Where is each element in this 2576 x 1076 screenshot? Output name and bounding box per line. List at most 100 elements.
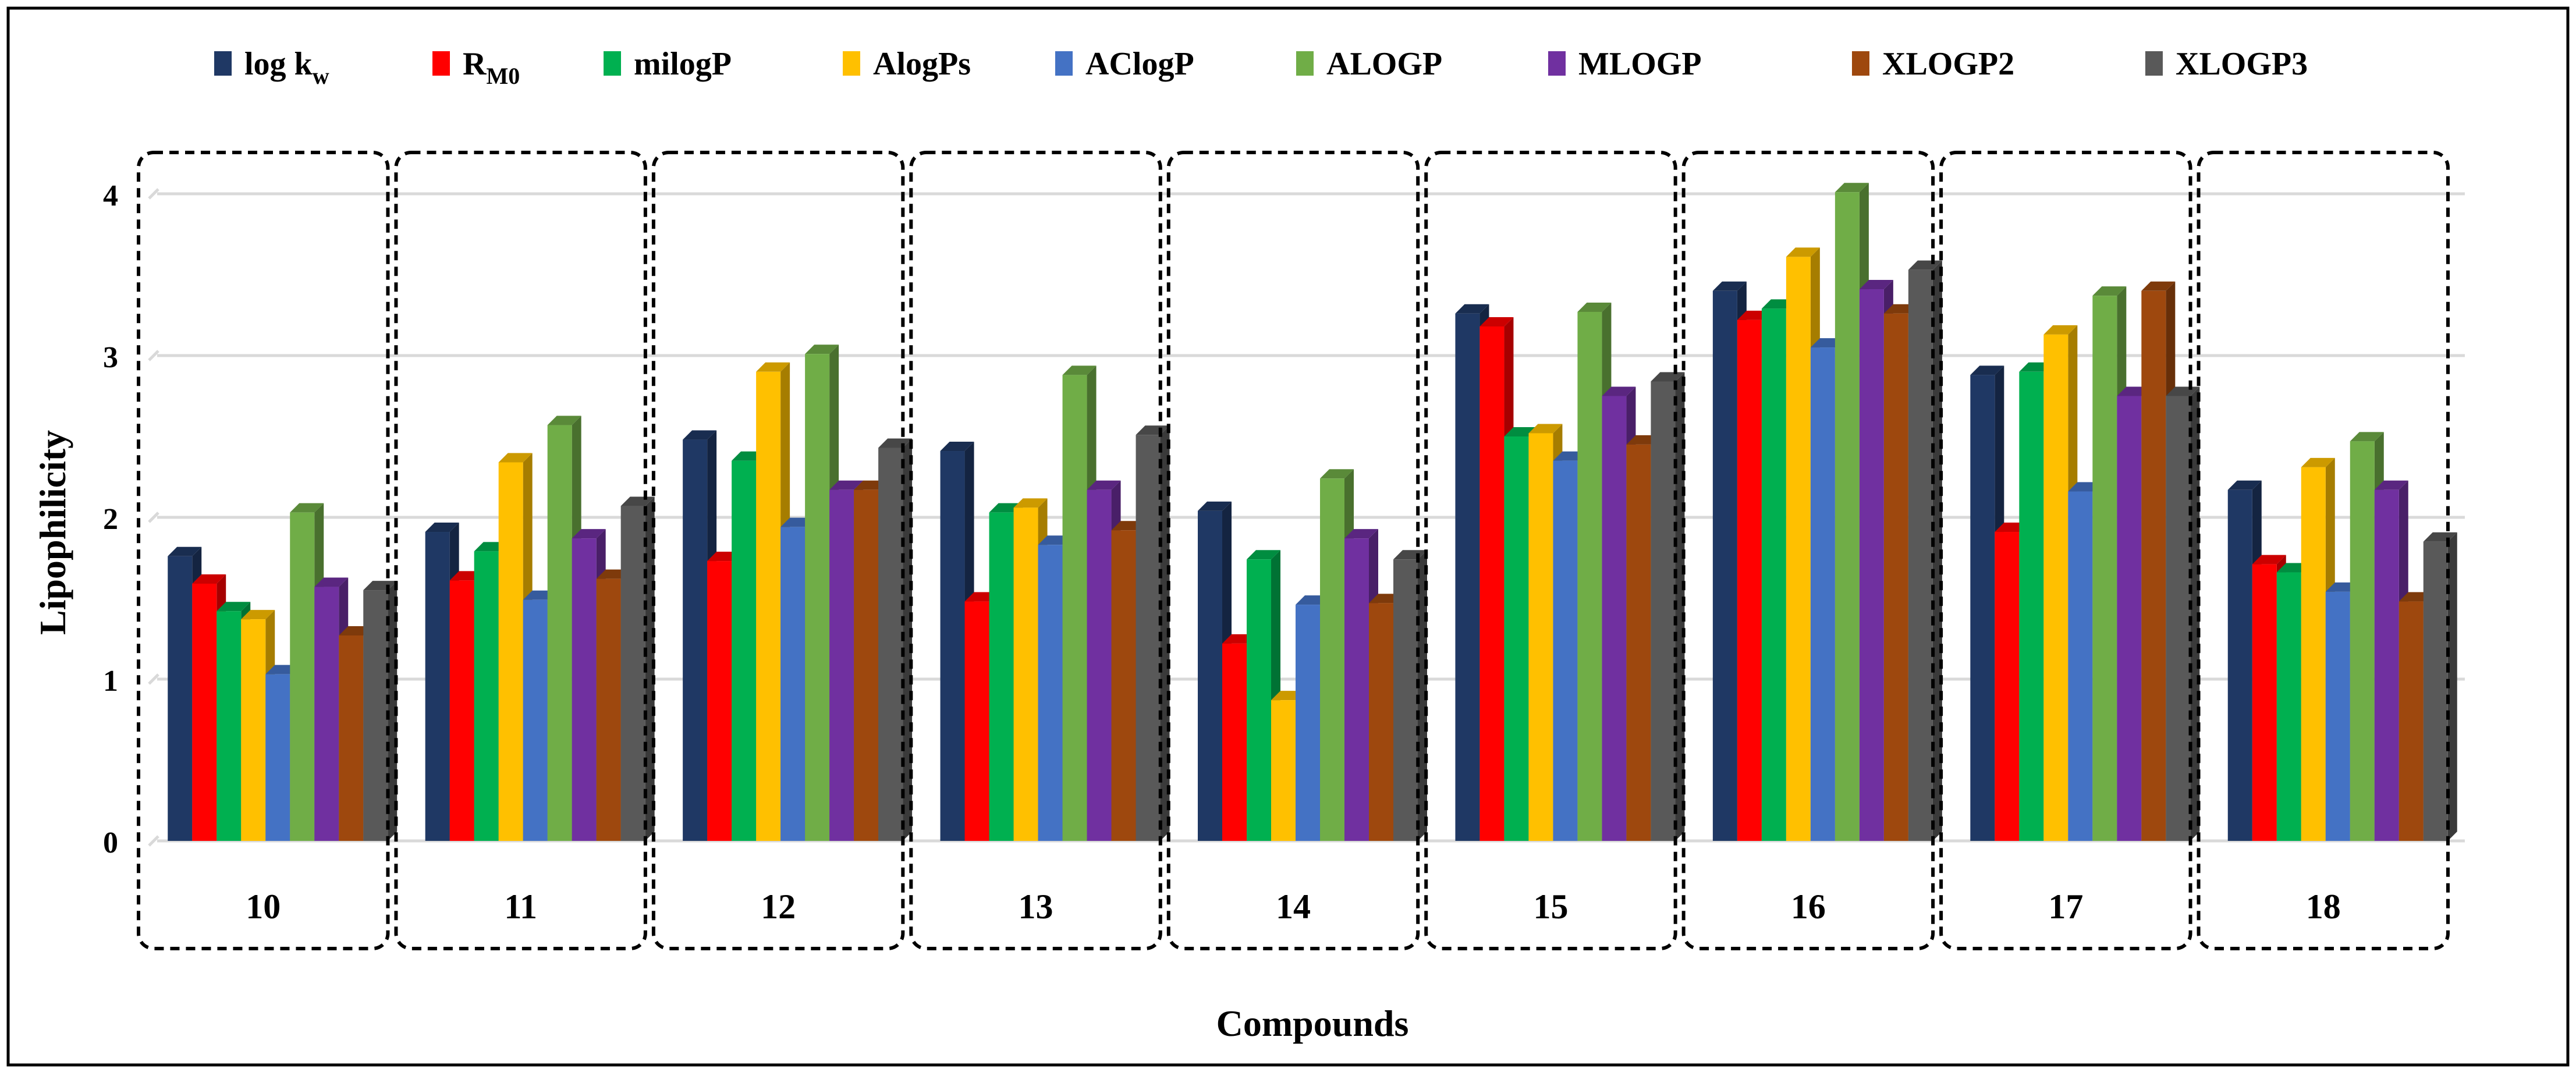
bar-front [1393, 559, 1418, 841]
bar-top [1712, 281, 1747, 291]
bar-side [1160, 425, 1170, 841]
bar [1651, 372, 1685, 841]
bar-front [940, 451, 965, 841]
bar-front [620, 506, 645, 841]
legend-label: milogP [634, 46, 732, 82]
y-tick-label: 2 [103, 503, 118, 536]
bar-front [2068, 491, 2093, 841]
legend-label: XLOGP2 [1882, 46, 2014, 82]
x-tick-label: 17 [2048, 887, 2083, 926]
legend-swatch [843, 51, 860, 76]
gridline-depth [148, 512, 159, 523]
bar-front [314, 587, 339, 841]
bar-front [854, 489, 879, 841]
bar-top [1651, 372, 1685, 382]
bar-front [474, 551, 499, 841]
bar-front [572, 538, 597, 841]
bar [2043, 325, 2078, 841]
bar-front [1970, 375, 1995, 841]
x-tick-label: 16 [1791, 887, 1826, 926]
legend-item: ALOGP [1296, 46, 1442, 82]
legend-label: XLOGP3 [2176, 46, 2308, 82]
compound-box [1424, 151, 1677, 950]
x-axis-title: Compounds [1216, 1003, 1409, 1044]
bar-front [1062, 375, 1087, 841]
bar [363, 581, 398, 841]
bar-front [1320, 478, 1344, 841]
bar-front [596, 578, 621, 841]
bar-front [756, 371, 781, 841]
compound-box [1681, 151, 1935, 950]
bar-top [683, 430, 717, 440]
bar-top [1970, 365, 2004, 375]
bar-front [1504, 436, 1529, 841]
y-axis-title: Lipophilicity [32, 430, 73, 635]
bar-front [1995, 532, 2020, 841]
bar-front [425, 532, 450, 841]
bar-front [964, 601, 989, 841]
bar-top [2092, 286, 2127, 296]
bar-top [2374, 480, 2408, 490]
bar-front [2117, 396, 2142, 841]
bar-front [1247, 559, 1271, 841]
bar-front [523, 599, 548, 841]
bar-top [2252, 555, 2286, 564]
bar [1136, 425, 1170, 841]
bar-group-18 [2227, 432, 2457, 841]
bar-front [878, 448, 903, 841]
bar-front [2325, 591, 2350, 841]
bar-top [217, 602, 251, 612]
bar-front [805, 354, 830, 841]
bar-top [1198, 501, 1232, 511]
bar-front [1835, 192, 1860, 841]
bar-top [1835, 183, 1869, 193]
bar-front [707, 561, 732, 841]
bar-group-12 [683, 345, 913, 841]
bar-top [1013, 498, 1048, 508]
bar-front [1528, 433, 1553, 841]
bar-top [241, 610, 275, 620]
bar-top [314, 577, 349, 587]
gridline-depth [148, 188, 159, 200]
bar-front [1344, 538, 1369, 841]
bar-top [572, 529, 606, 539]
bar-front [1810, 347, 1835, 841]
legend-label-subscript: M0 [486, 63, 520, 89]
bar-top [1062, 365, 1097, 375]
bar-top [425, 523, 459, 532]
legend-swatch [432, 51, 450, 76]
bar-front [1651, 381, 1676, 841]
bar-front [290, 512, 315, 841]
legend-label: AClogP [1085, 46, 1194, 82]
legend-item: MLOGP [1548, 46, 1702, 82]
bar-front [732, 460, 757, 841]
bar-front [217, 611, 242, 841]
legend-item: AClogP [1055, 46, 1194, 82]
bar-front [1786, 257, 1811, 841]
bar [620, 496, 655, 841]
bar-top [1577, 302, 1612, 312]
bar-front [2019, 371, 2044, 841]
bar-front [2166, 396, 2191, 841]
bar [1810, 338, 1844, 841]
bar-front [2092, 296, 2117, 841]
bar-front [449, 580, 474, 841]
bar-front [1479, 326, 1505, 841]
bar-top [940, 442, 974, 452]
bar-front [1222, 643, 1247, 841]
compound-box [2197, 151, 2450, 950]
compound-box [651, 151, 905, 950]
legend-item: AlogPs [843, 46, 971, 82]
x-tick-label: 14 [1276, 887, 1311, 926]
bar [1908, 260, 1942, 841]
bar [878, 438, 913, 841]
y-tick-label: 0 [103, 826, 118, 860]
legend-swatch [1852, 51, 1869, 76]
bar-top [829, 480, 864, 490]
x-tick-label: 10 [246, 887, 281, 926]
bar [1393, 550, 1427, 841]
bar-group-17 [1970, 281, 2200, 841]
gridline-depth [148, 835, 159, 847]
bar-front [363, 590, 388, 841]
